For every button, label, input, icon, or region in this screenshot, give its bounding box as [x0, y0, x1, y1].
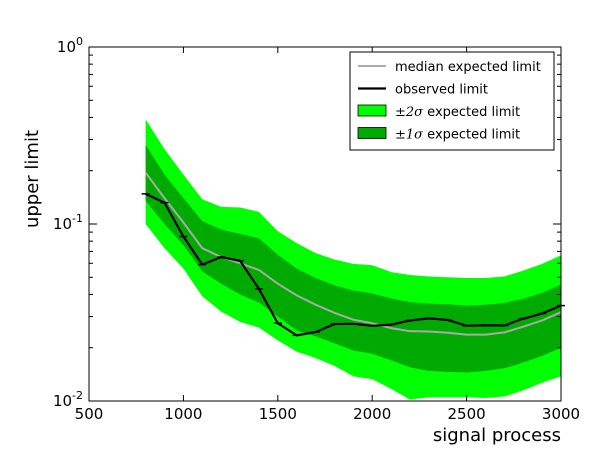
x-tick-label: 2000: [353, 405, 391, 423]
median-expected-line: [144, 172, 562, 336]
x-tick-label: 3000: [542, 405, 580, 423]
y-tick-label: 100: [57, 35, 83, 56]
x-tick-label: 2500: [448, 405, 486, 423]
legend-label: ±2σ expected limit: [395, 105, 520, 120]
legend-patch-swatch: [357, 127, 387, 139]
legend-label: median expected limit: [395, 60, 541, 75]
bands-layer: [145, 119, 561, 400]
lines-layer: [141, 172, 565, 337]
ticks-layer: 500 1000 1500 2000 2500 3000 10-2 10-1 100: [53, 35, 580, 423]
x-tick-label: 500: [75, 405, 104, 423]
x-axis-label: signal process: [433, 425, 561, 446]
legend-label: observed limit: [395, 83, 488, 98]
legend: median expected limit observed limit ±2σ e…: [349, 51, 555, 151]
band-one-sigma: [145, 144, 561, 373]
legend-label: ±1σ expected limit: [395, 128, 520, 143]
x-tick-label: 1000: [164, 405, 202, 423]
y-axis-label: upper limit: [22, 130, 43, 228]
y-tick-label: 10-1: [53, 212, 83, 233]
x-tick-label: 1500: [259, 405, 297, 423]
y-tick-label: 10-2: [53, 389, 83, 410]
legend-patch-swatch: [357, 104, 387, 117]
